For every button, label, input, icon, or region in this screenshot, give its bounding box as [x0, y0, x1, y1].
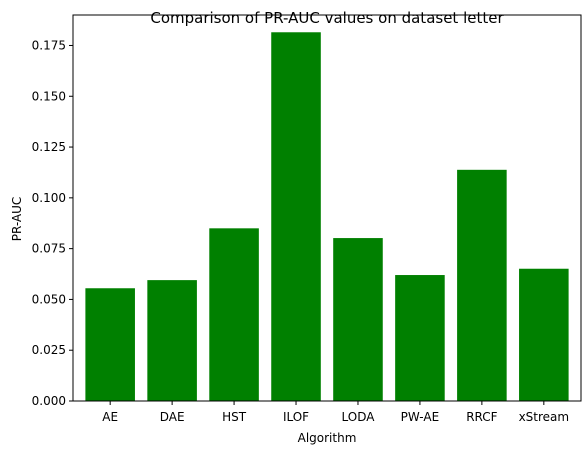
- chart-title: Comparison of PR-AUC values on dataset l…: [150, 9, 504, 27]
- x-tick-label: PW-AE: [401, 410, 439, 424]
- bar-loda: [333, 238, 383, 401]
- bar-dae: [147, 280, 197, 401]
- bar-ae: [85, 288, 135, 401]
- y-axis-label: PR-AUC: [10, 197, 24, 242]
- x-tick-label: RRCF: [466, 410, 497, 424]
- x-tick-label: DAE: [160, 410, 185, 424]
- plot-area: 0.000 0.025 0.050 0.075 0.100 0.125 0.150 0.175…: [32, 14, 582, 424]
- x-tick-label: AE: [102, 410, 118, 424]
- y-tick-label: 0.150: [32, 89, 66, 103]
- x-tick-label: LODA: [341, 410, 375, 424]
- x-axis-label: Algorithm: [298, 431, 357, 445]
- x-tick-label: xStream: [519, 410, 570, 424]
- y-tick-label: 0.075: [32, 242, 66, 256]
- bar-xstream: [519, 268, 569, 401]
- x-tick-label: HST: [222, 410, 247, 424]
- bar-pw-ae: [395, 275, 445, 401]
- y-tick-label: 0.175: [32, 38, 66, 52]
- bar-rrcf: [457, 169, 507, 401]
- y-tick-label: 0.000: [32, 394, 66, 408]
- bar-ilof: [271, 32, 321, 402]
- y-tick-label: 0.050: [32, 292, 66, 306]
- y-tick-label: 0.125: [32, 140, 66, 154]
- y-tick-label: 0.100: [32, 191, 66, 205]
- x-tick-label: ILOF: [283, 410, 309, 424]
- bar-hst: [209, 228, 259, 401]
- y-tick-label: 0.025: [32, 343, 66, 357]
- plot-frame: [72, 14, 582, 402]
